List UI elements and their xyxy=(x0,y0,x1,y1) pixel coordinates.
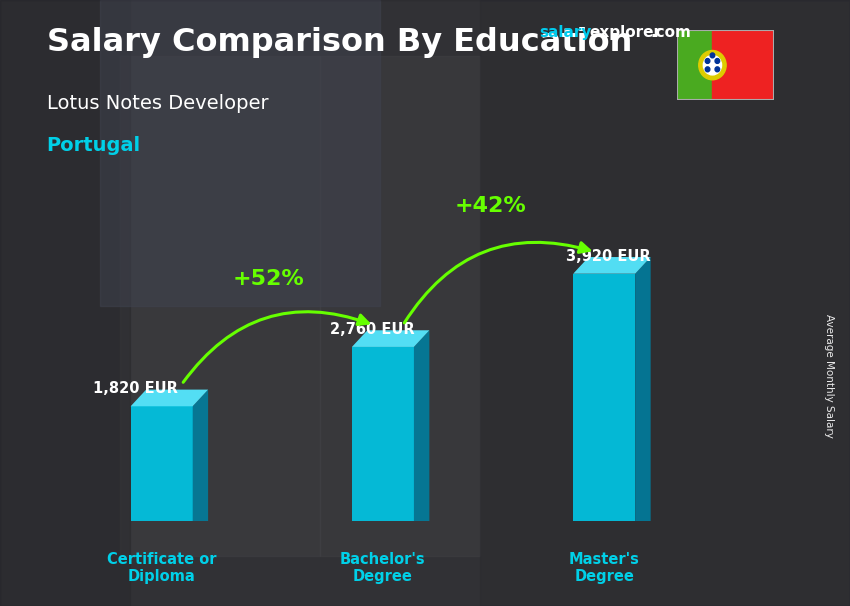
Text: 3,920 EUR: 3,920 EUR xyxy=(566,248,651,264)
Circle shape xyxy=(715,59,720,64)
Circle shape xyxy=(699,50,726,80)
Circle shape xyxy=(715,67,720,72)
Polygon shape xyxy=(352,347,414,521)
Polygon shape xyxy=(414,330,429,521)
Bar xyxy=(677,30,712,100)
Bar xyxy=(100,0,380,306)
Bar xyxy=(480,0,850,606)
Circle shape xyxy=(710,53,715,58)
Text: Bachelor's
Degree: Bachelor's Degree xyxy=(340,552,426,585)
Text: 2,760 EUR: 2,760 EUR xyxy=(330,322,414,337)
Polygon shape xyxy=(573,274,635,521)
Polygon shape xyxy=(573,257,650,274)
Polygon shape xyxy=(352,330,429,347)
Circle shape xyxy=(706,67,710,72)
Polygon shape xyxy=(635,257,650,521)
Text: 1,820 EUR: 1,820 EUR xyxy=(93,381,178,396)
Text: explorer: explorer xyxy=(589,25,661,41)
Bar xyxy=(320,56,480,556)
Text: salary: salary xyxy=(540,25,592,41)
Text: Average Monthly Salary: Average Monthly Salary xyxy=(824,314,834,438)
Text: +42%: +42% xyxy=(455,196,526,216)
Polygon shape xyxy=(131,406,193,521)
Circle shape xyxy=(703,55,722,75)
Polygon shape xyxy=(193,390,208,521)
Circle shape xyxy=(706,59,710,64)
Bar xyxy=(120,56,320,556)
Text: Salary Comparison By Education: Salary Comparison By Education xyxy=(47,27,632,58)
Text: Lotus Notes Developer: Lotus Notes Developer xyxy=(47,94,269,113)
Text: Master's
Degree: Master's Degree xyxy=(569,552,639,585)
Text: Certificate or
Diploma: Certificate or Diploma xyxy=(107,552,217,585)
Text: Portugal: Portugal xyxy=(47,136,141,155)
Bar xyxy=(0,0,130,606)
Bar xyxy=(712,30,774,100)
Text: .com: .com xyxy=(650,25,691,41)
Text: +52%: +52% xyxy=(233,268,305,289)
Polygon shape xyxy=(131,390,208,406)
